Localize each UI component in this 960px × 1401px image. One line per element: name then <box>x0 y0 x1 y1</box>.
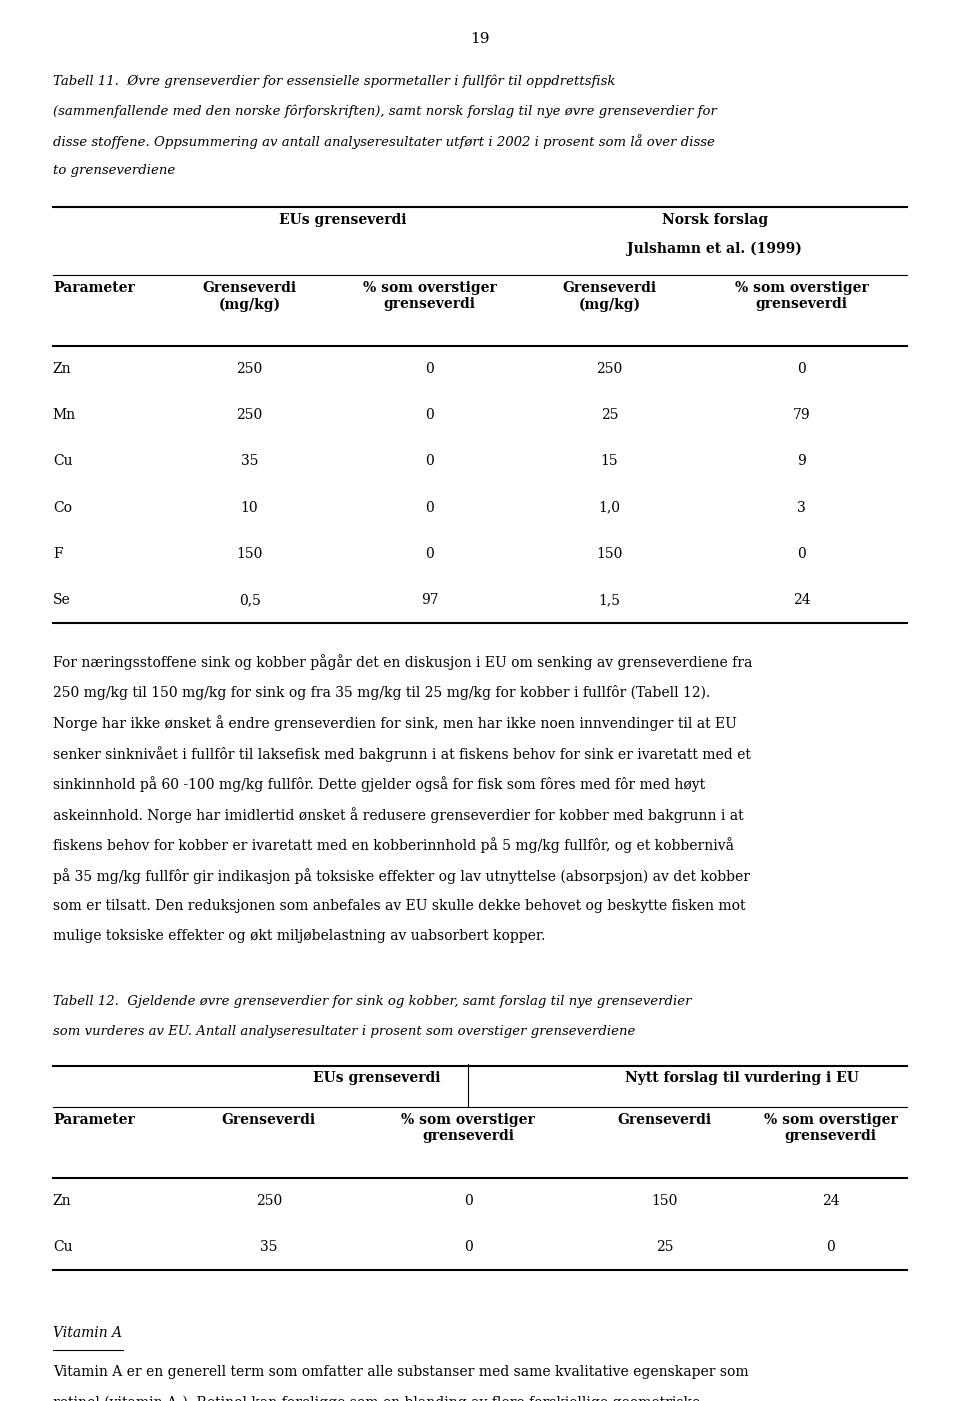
Text: 150: 150 <box>236 546 263 560</box>
Text: 250: 250 <box>236 361 263 375</box>
Text: 0: 0 <box>464 1194 472 1208</box>
Text: 3: 3 <box>797 500 806 514</box>
Text: 0: 0 <box>425 454 434 468</box>
Text: Co: Co <box>53 500 72 514</box>
Text: 0: 0 <box>425 500 434 514</box>
Text: 250: 250 <box>596 361 623 375</box>
Text: fiskens behov for kobber er ivaretatt med en kobberinnhold på 5 mg/kg fullfôr, o: fiskens behov for kobber er ivaretatt me… <box>53 838 733 853</box>
Text: For næringsstoffene sink og kobber pågår det en diskusjon i EU om senking av gre: For næringsstoffene sink og kobber pågår… <box>53 654 753 670</box>
Text: Tabell 12.  Gjeldende øvre grenseverdier for sink og kobber, samt forslag til ny: Tabell 12. Gjeldende øvre grenseverdier … <box>53 995 691 1007</box>
Text: 24: 24 <box>793 593 810 607</box>
Text: 97: 97 <box>420 593 439 607</box>
Text: 0: 0 <box>797 546 806 560</box>
Text: 25: 25 <box>601 408 618 422</box>
Text: % som overstiger
grenseverdi: % som overstiger grenseverdi <box>763 1114 898 1143</box>
Text: (sammenfallende med den norske fôrforskriften), samt norsk forslag til nye øvre : (sammenfallende med den norske fôrforskr… <box>53 104 717 118</box>
Text: 250: 250 <box>255 1194 282 1208</box>
Text: Norsk forslag: Norsk forslag <box>662 213 768 227</box>
Text: 250 mg/kg til 150 mg/kg for sink og fra 35 mg/kg til 25 mg/kg for kobber i fullf: 250 mg/kg til 150 mg/kg for sink og fra … <box>53 685 710 699</box>
Text: to grenseverdiene: to grenseverdiene <box>53 164 175 177</box>
Text: 9: 9 <box>797 454 806 468</box>
Text: retinol (vitamin A₁). Retinol kan foreligge som en blanding av flere forskjellig: retinol (vitamin A₁). Retinol kan foreli… <box>53 1395 700 1401</box>
Text: 19: 19 <box>470 32 490 46</box>
Text: Vitamin A: Vitamin A <box>53 1327 122 1341</box>
Text: på 35 mg/kg fullfôr gir indikasjon på toksiske effekter og lav utnyttelse (absor: på 35 mg/kg fullfôr gir indikasjon på to… <box>53 869 750 884</box>
Text: Julshamn et al. (1999): Julshamn et al. (1999) <box>627 241 802 256</box>
Text: Grenseverdi: Grenseverdi <box>617 1114 712 1126</box>
Text: 24: 24 <box>822 1194 839 1208</box>
Text: Grenseverdi
(mg/kg): Grenseverdi (mg/kg) <box>563 282 657 311</box>
Text: askeinnhold. Norge har imidlertid ønsket å redusere grenseverdier for kobber med: askeinnhold. Norge har imidlertid ønsket… <box>53 807 743 822</box>
Text: Grenseverdi: Grenseverdi <box>222 1114 316 1126</box>
Text: 79: 79 <box>793 408 810 422</box>
Text: Se: Se <box>53 593 70 607</box>
Text: som vurderes av EU. Antall analyseresultater i prosent som overstiger grenseverd: som vurderes av EU. Antall analyseresult… <box>53 1024 636 1038</box>
Text: Parameter: Parameter <box>53 1114 134 1126</box>
Text: 1,0: 1,0 <box>599 500 620 514</box>
Text: Norge har ikke ønsket å endre grenseverdien for sink, men har ikke noen innvendi: Norge har ikke ønsket å endre grenseverd… <box>53 715 736 731</box>
Text: senker sinknivået i fullfôr til laksefisk med bakgrunn i at fiskens behov for si: senker sinknivået i fullfôr til laksefis… <box>53 745 751 762</box>
Text: mulige toksiske effekter og økt miljøbelastning av uabsorbert kopper.: mulige toksiske effekter og økt miljøbel… <box>53 929 545 943</box>
Text: 0: 0 <box>425 546 434 560</box>
Text: % som overstiger
grenseverdi: % som overstiger grenseverdi <box>401 1114 535 1143</box>
Text: Mn: Mn <box>53 408 76 422</box>
Text: 0,5: 0,5 <box>239 593 260 607</box>
Text: 15: 15 <box>601 454 618 468</box>
Text: % som overstiger
grenseverdi: % som overstiger grenseverdi <box>363 282 496 311</box>
Text: disse stoffene. Oppsummering av antall analyseresultater utført i 2002 i prosent: disse stoffene. Oppsummering av antall a… <box>53 134 714 149</box>
Text: 250: 250 <box>236 408 263 422</box>
Text: 10: 10 <box>241 500 258 514</box>
Text: som er tilsatt. Den reduksjonen som anbefales av EU skulle dekke behovet og besk: som er tilsatt. Den reduksjonen som anbe… <box>53 898 745 912</box>
Text: Vitamin A er en generell term som omfatter alle substanser med same kvalitative : Vitamin A er en generell term som omfatt… <box>53 1366 749 1379</box>
Text: 150: 150 <box>652 1194 678 1208</box>
Text: Parameter: Parameter <box>53 282 134 294</box>
Text: Nytt forslag til vurdering i EU: Nytt forslag til vurdering i EU <box>625 1072 858 1086</box>
Text: 0: 0 <box>826 1240 835 1254</box>
Text: Cu: Cu <box>53 1240 72 1254</box>
Text: 35: 35 <box>241 454 258 468</box>
Text: 150: 150 <box>596 546 623 560</box>
Text: % som overstiger
grenseverdi: % som overstiger grenseverdi <box>734 282 869 311</box>
Text: 0: 0 <box>425 408 434 422</box>
Text: EUs grenseverdi: EUs grenseverdi <box>313 1072 441 1086</box>
Text: F: F <box>53 546 62 560</box>
Text: 1,5: 1,5 <box>599 593 620 607</box>
Text: Cu: Cu <box>53 454 72 468</box>
Text: 25: 25 <box>656 1240 674 1254</box>
Text: Zn: Zn <box>53 361 71 375</box>
Text: 0: 0 <box>425 361 434 375</box>
Text: Tabell 11.  Øvre grenseverdier for essensielle spormetaller i fullfôr til oppdre: Tabell 11. Øvre grenseverdier for essens… <box>53 74 615 88</box>
Text: sinkinnhold på 60 -100 mg/kg fullfôr. Dette gjelder også for fisk som fôres med : sinkinnhold på 60 -100 mg/kg fullfôr. De… <box>53 776 705 792</box>
Text: 35: 35 <box>260 1240 277 1254</box>
Text: 0: 0 <box>464 1240 472 1254</box>
Text: EUs grenseverdi: EUs grenseverdi <box>279 213 407 227</box>
Text: Grenseverdi
(mg/kg): Grenseverdi (mg/kg) <box>203 282 297 311</box>
Text: Zn: Zn <box>53 1194 71 1208</box>
Text: 0: 0 <box>797 361 806 375</box>
